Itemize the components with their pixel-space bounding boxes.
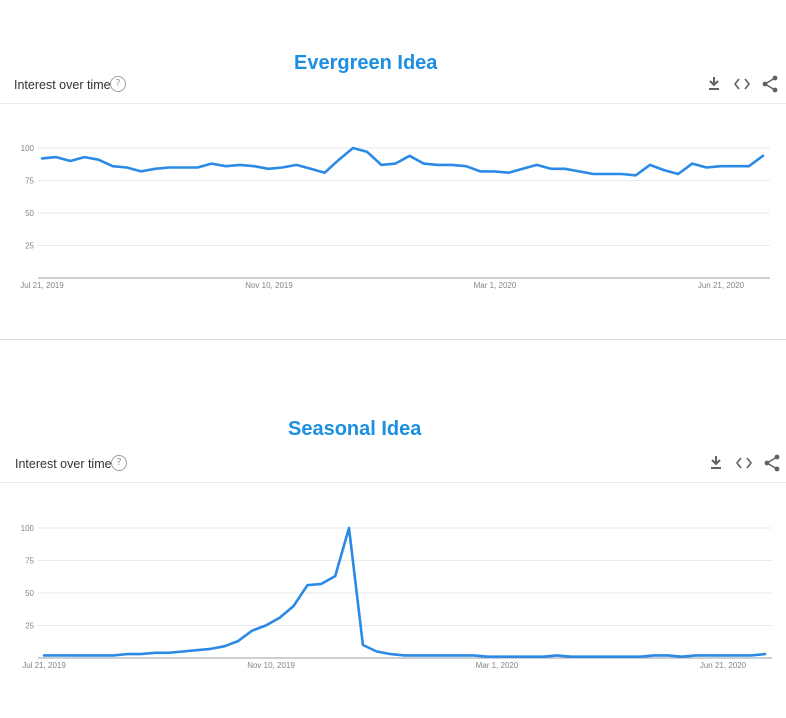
x-tick-label: Jul 21, 2019 bbox=[20, 281, 64, 290]
y-tick-label: 50 bbox=[25, 209, 34, 218]
y-tick-label: 100 bbox=[21, 144, 35, 153]
x-tick-label: Mar 1, 2020 bbox=[474, 281, 517, 290]
download-icon[interactable] bbox=[704, 74, 724, 94]
x-tick-label: Jun 21, 2020 bbox=[700, 661, 747, 670]
header-divider bbox=[0, 482, 786, 483]
card-title: Interest over time bbox=[14, 78, 111, 92]
panel-evergreen: Evergreen Idea Interest over time ? 25 50… bbox=[0, 0, 786, 340]
y-tick-label: 25 bbox=[25, 622, 34, 631]
y-tick-label: 75 bbox=[25, 557, 34, 566]
x-tick-label: Nov 10, 2019 bbox=[247, 661, 295, 670]
card-header: Interest over time ? bbox=[14, 453, 780, 477]
panel-seasonal: Seasonal Idea Interest over time ? 25 50 7… bbox=[0, 380, 786, 718]
panel-divider bbox=[0, 339, 786, 340]
line-chart-seasonal: 25 50 75 100 Jul 21, 2019 Nov 10, 2019 Mar 1, … bbox=[21, 524, 772, 670]
card-title: Interest over time bbox=[15, 457, 112, 471]
header-divider bbox=[0, 103, 786, 104]
card-header: Interest over time ? bbox=[14, 74, 778, 98]
x-tick-label: Mar 1, 2020 bbox=[476, 661, 519, 670]
embed-code-icon[interactable] bbox=[732, 74, 752, 94]
x-tick-label: Jul 21, 2019 bbox=[22, 661, 66, 670]
y-tick-label: 25 bbox=[25, 242, 34, 251]
series-line bbox=[42, 526, 767, 658]
x-tick-label: Jun 21, 2020 bbox=[698, 281, 745, 290]
x-tick-label: Nov 10, 2019 bbox=[245, 281, 293, 290]
y-tick-label: 50 bbox=[25, 589, 34, 598]
embed-code-icon[interactable] bbox=[734, 453, 754, 473]
y-tick-label: 75 bbox=[25, 177, 34, 186]
y-tick-label: 100 bbox=[21, 524, 35, 533]
chart-title-seasonal: Seasonal Idea bbox=[288, 418, 422, 440]
download-icon[interactable] bbox=[706, 453, 726, 473]
help-icon[interactable]: ? bbox=[111, 455, 127, 471]
help-icon[interactable]: ? bbox=[110, 76, 126, 92]
share-icon[interactable] bbox=[762, 453, 782, 473]
chart-title-evergreen: Evergreen Idea bbox=[294, 52, 438, 74]
share-icon[interactable] bbox=[760, 74, 780, 94]
series-line bbox=[40, 146, 765, 177]
line-chart-evergreen: 25 50 75 100 Jul 21, 2019 Nov 10, 2019 Mar 1, … bbox=[20, 144, 770, 290]
